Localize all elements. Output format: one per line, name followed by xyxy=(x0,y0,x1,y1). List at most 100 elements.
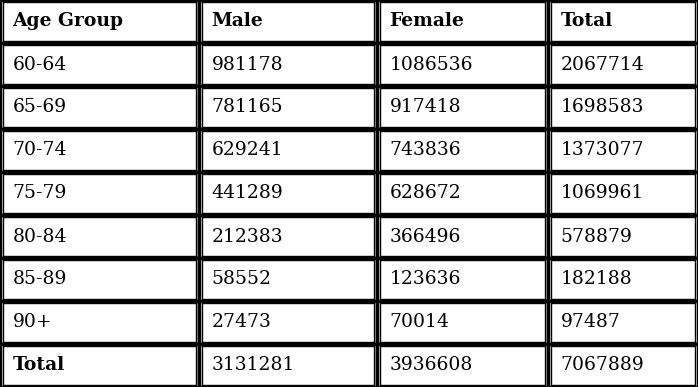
Bar xyxy=(199,43,377,86)
Bar xyxy=(377,129,548,172)
Text: 578879: 578879 xyxy=(560,228,632,245)
Text: 70014: 70014 xyxy=(389,313,450,332)
Text: 27473: 27473 xyxy=(211,313,272,332)
Bar xyxy=(199,301,377,344)
Bar xyxy=(377,43,548,86)
Bar xyxy=(202,303,374,342)
Bar xyxy=(199,129,377,172)
Bar xyxy=(3,2,196,41)
Bar xyxy=(199,86,377,129)
Text: 65-69: 65-69 xyxy=(13,99,67,116)
Text: 629241: 629241 xyxy=(211,142,283,159)
Bar xyxy=(202,130,374,170)
Bar xyxy=(202,2,374,41)
Text: 917418: 917418 xyxy=(389,99,461,116)
Text: Male: Male xyxy=(211,12,263,31)
Bar xyxy=(199,215,377,258)
Bar xyxy=(548,301,698,344)
Bar xyxy=(202,260,374,300)
Text: 90+: 90+ xyxy=(13,313,52,332)
Bar xyxy=(202,346,374,385)
Bar xyxy=(377,344,548,387)
Bar xyxy=(548,86,698,129)
Bar xyxy=(0,215,199,258)
Bar xyxy=(548,0,698,43)
Text: 981178: 981178 xyxy=(211,55,283,74)
Bar xyxy=(377,0,548,43)
Bar xyxy=(0,86,199,129)
Bar xyxy=(551,130,695,170)
Bar xyxy=(551,303,695,342)
Text: 743836: 743836 xyxy=(389,142,461,159)
Bar xyxy=(3,173,196,214)
Bar xyxy=(380,130,545,170)
Text: 60-64: 60-64 xyxy=(13,55,67,74)
Text: 212383: 212383 xyxy=(211,228,283,245)
Text: 58552: 58552 xyxy=(211,271,272,288)
Bar xyxy=(0,344,199,387)
Text: 1373077: 1373077 xyxy=(560,142,644,159)
Bar xyxy=(548,172,698,215)
Bar xyxy=(551,87,695,127)
Bar xyxy=(377,172,548,215)
Bar xyxy=(548,344,698,387)
Bar xyxy=(0,258,199,301)
Bar xyxy=(377,301,548,344)
Text: 1698583: 1698583 xyxy=(560,99,644,116)
Bar xyxy=(199,0,377,43)
Bar xyxy=(3,346,196,385)
Bar xyxy=(380,173,545,214)
Bar xyxy=(202,173,374,214)
Bar xyxy=(199,344,377,387)
Bar xyxy=(377,258,548,301)
Bar xyxy=(380,87,545,127)
Text: 1086536: 1086536 xyxy=(389,55,473,74)
Bar xyxy=(202,87,374,127)
Text: 781165: 781165 xyxy=(211,99,283,116)
Bar xyxy=(3,303,196,342)
Bar xyxy=(3,130,196,170)
Bar xyxy=(380,2,545,41)
Text: 366496: 366496 xyxy=(389,228,461,245)
Bar xyxy=(0,301,199,344)
Bar xyxy=(3,217,196,257)
Text: 123636: 123636 xyxy=(389,271,461,288)
Bar xyxy=(0,129,199,172)
Text: 1069961: 1069961 xyxy=(560,185,644,202)
Text: 3131281: 3131281 xyxy=(211,356,295,375)
Bar xyxy=(551,45,695,84)
Bar xyxy=(380,45,545,84)
Bar xyxy=(3,87,196,127)
Bar xyxy=(551,346,695,385)
Bar xyxy=(380,346,545,385)
Bar xyxy=(3,260,196,300)
Text: 75-79: 75-79 xyxy=(13,185,67,202)
Bar xyxy=(551,173,695,214)
Text: 80-84: 80-84 xyxy=(13,228,67,245)
Text: 97487: 97487 xyxy=(560,313,621,332)
Bar xyxy=(380,217,545,257)
Bar xyxy=(202,45,374,84)
Bar xyxy=(551,2,695,41)
Text: 85-89: 85-89 xyxy=(13,271,67,288)
Text: Total: Total xyxy=(13,356,65,375)
Text: 70-74: 70-74 xyxy=(13,142,67,159)
Bar xyxy=(199,172,377,215)
Bar xyxy=(548,129,698,172)
Bar xyxy=(199,258,377,301)
Bar xyxy=(380,260,545,300)
Text: 3936608: 3936608 xyxy=(389,356,473,375)
Bar xyxy=(380,303,545,342)
Text: 7067889: 7067889 xyxy=(560,356,644,375)
Text: 182188: 182188 xyxy=(560,271,632,288)
Bar xyxy=(377,86,548,129)
Bar xyxy=(377,215,548,258)
Bar xyxy=(0,172,199,215)
Bar xyxy=(0,43,199,86)
Text: Female: Female xyxy=(389,12,464,31)
Bar xyxy=(548,215,698,258)
Text: 628672: 628672 xyxy=(389,185,461,202)
Bar xyxy=(202,217,374,257)
Text: 441289: 441289 xyxy=(211,185,283,202)
Bar xyxy=(548,43,698,86)
